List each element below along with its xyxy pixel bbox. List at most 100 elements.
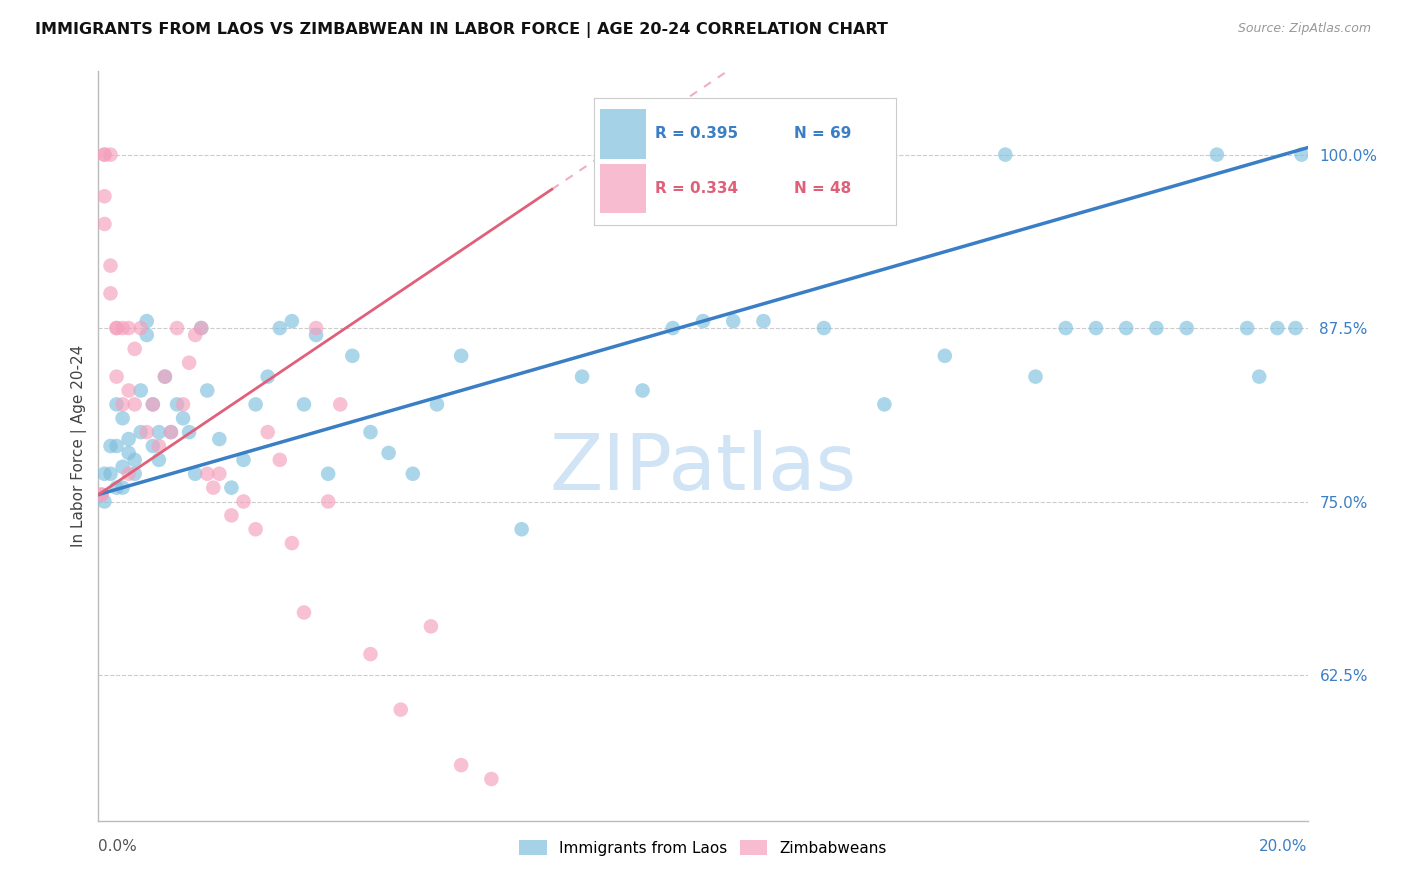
Point: [111, 459, 134, 474]
Point: [166, 321, 188, 335]
Point: [118, 467, 141, 481]
Point: [202, 481, 225, 495]
Point: [142, 439, 165, 453]
Point: [135, 425, 157, 439]
Point: [232, 494, 254, 508]
Point: [184, 467, 207, 481]
Point: [208, 432, 231, 446]
Point: [111, 321, 134, 335]
Point: [118, 321, 141, 335]
Point: [450, 758, 472, 772]
Point: [232, 453, 254, 467]
Point: [129, 321, 152, 335]
Text: Source: ZipAtlas.com: Source: ZipAtlas.com: [1237, 22, 1371, 36]
Point: [160, 425, 183, 439]
Point: [1054, 321, 1077, 335]
Point: [142, 397, 165, 411]
Point: [93, 147, 115, 161]
Point: [1236, 321, 1258, 335]
Point: [179, 425, 201, 439]
Point: [1284, 321, 1306, 335]
Point: [124, 453, 146, 467]
Point: [208, 467, 231, 481]
Point: [281, 314, 304, 328]
Point: [153, 369, 176, 384]
Point: [195, 467, 218, 481]
Point: [93, 467, 115, 481]
Point: [124, 467, 146, 481]
Point: [305, 328, 328, 343]
Point: [100, 286, 122, 301]
Point: [934, 349, 956, 363]
Point: [1206, 147, 1229, 161]
Point: [631, 384, 654, 398]
Point: [129, 425, 152, 439]
Point: [93, 494, 115, 508]
Point: [256, 425, 278, 439]
Point: [118, 384, 141, 398]
Point: [105, 481, 128, 495]
Point: [166, 397, 188, 411]
Point: [105, 321, 128, 335]
Point: [723, 314, 745, 328]
Point: [148, 425, 170, 439]
Point: [195, 384, 218, 398]
Point: [269, 453, 291, 467]
Point: [873, 397, 896, 411]
Point: [90, 487, 112, 501]
Point: [1291, 147, 1313, 161]
Point: [135, 328, 157, 343]
Point: [172, 397, 194, 411]
Point: [105, 321, 128, 335]
Point: [1175, 321, 1198, 335]
Point: [1024, 369, 1046, 384]
Point: [105, 369, 128, 384]
Point: [129, 384, 152, 398]
Text: 0.0%: 0.0%: [98, 838, 138, 854]
Point: [1144, 321, 1167, 335]
Point: [292, 397, 315, 411]
Point: [179, 356, 201, 370]
Point: [100, 147, 122, 161]
Point: [118, 446, 141, 460]
Point: [105, 439, 128, 453]
Point: [221, 481, 243, 495]
Point: [256, 369, 278, 384]
Point: [221, 508, 243, 523]
Legend: Immigrants from Laos, Zimbabweans: Immigrants from Laos, Zimbabweans: [513, 833, 893, 862]
Point: [93, 217, 115, 231]
Point: [142, 397, 165, 411]
Point: [1115, 321, 1137, 335]
Point: [93, 189, 115, 203]
Point: [1085, 321, 1108, 335]
Point: [360, 425, 382, 439]
Point: [316, 494, 339, 508]
Point: [377, 446, 399, 460]
Point: [135, 314, 157, 328]
Point: [245, 397, 267, 411]
Point: [389, 703, 412, 717]
Point: [269, 321, 291, 335]
Point: [124, 342, 146, 356]
Point: [450, 349, 472, 363]
Point: [160, 425, 183, 439]
Point: [420, 619, 443, 633]
Point: [111, 411, 134, 425]
Point: [661, 321, 683, 335]
Point: [571, 369, 593, 384]
Point: [1249, 369, 1271, 384]
Point: [190, 321, 212, 335]
Point: [148, 439, 170, 453]
Point: [153, 369, 176, 384]
Point: [1267, 321, 1289, 335]
Y-axis label: In Labor Force | Age 20-24: In Labor Force | Age 20-24: [72, 345, 87, 547]
Point: [510, 522, 533, 536]
Point: [93, 147, 115, 161]
Point: [184, 328, 207, 343]
Point: [105, 397, 128, 411]
Point: [305, 321, 328, 335]
Point: [100, 467, 122, 481]
Point: [342, 349, 364, 363]
Point: [281, 536, 304, 550]
Point: [994, 147, 1017, 161]
